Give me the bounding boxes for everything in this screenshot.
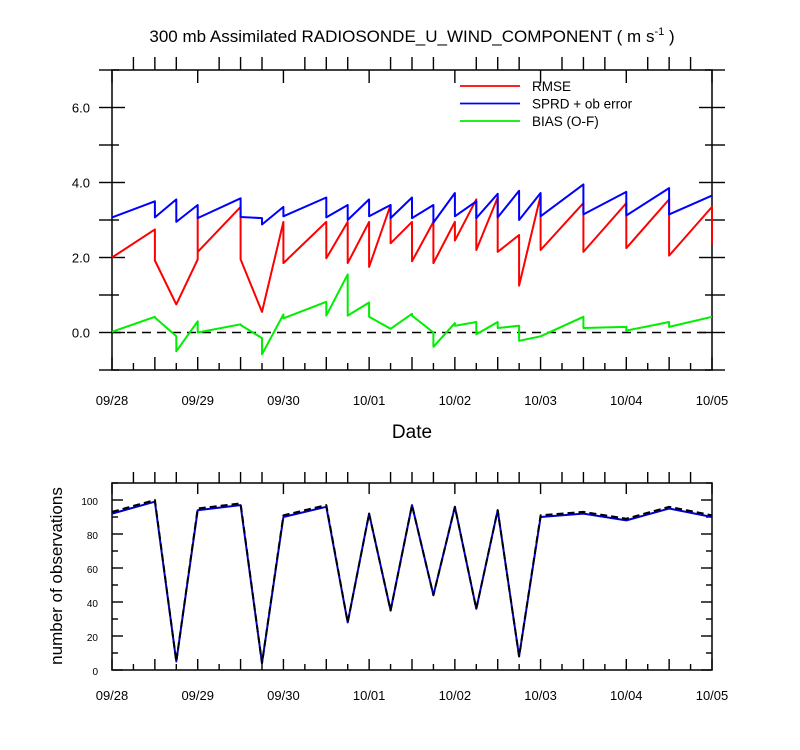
x-tick-label: 09/29 [181, 393, 214, 408]
legend-label-bias-o-f: BIAS (O-F) [532, 114, 599, 129]
y-tick-label: 20 [87, 633, 99, 644]
bottom-panel: 09/28 09/29 09/30 10/01 10/02 10/03 10/04 10/05… [47, 472, 728, 703]
chart-title: 300 mb Assimilated RADIOSONDE_U_WIND_COM… [149, 26, 674, 46]
bottom-series [111, 499, 713, 665]
y-tick-label: 6.0 [72, 101, 90, 116]
x-tick-label: 10/02 [439, 688, 472, 703]
y-tick-label: 100 [81, 497, 98, 508]
series-line-sprd-ob-error [111, 183, 713, 226]
x-tick-label: 10/04 [610, 393, 643, 408]
x-tick-label: 09/29 [181, 688, 214, 703]
x-tick-label: 10/01 [353, 393, 386, 408]
chart-title-superscript: -1 [654, 26, 664, 38]
top-x-axis-label: Date [392, 422, 432, 443]
chart-title-end: ) [664, 27, 674, 46]
top-legend: RMSE SPRD + ob error BIAS (O-F) [460, 79, 633, 129]
bottom-y-axis-label: number of observations [47, 487, 66, 665]
bottom-plot-frame [111, 482, 713, 671]
top-ticks: 09/28 09/29 09/30 10/01 10/02 10/03 10/04 10/05… [72, 57, 728, 408]
x-tick-label: 09/28 [96, 688, 129, 703]
x-tick-label: 10/04 [610, 688, 643, 703]
y-tick-label: 60 [87, 565, 99, 576]
x-tick-label: 09/30 [267, 393, 300, 408]
y-tick-label: 0 [92, 667, 98, 678]
y-tick-label: 80 [87, 531, 99, 542]
top-panel: 09/28 09/29 09/30 10/01 10/02 10/03 10/04 10/05… [72, 57, 728, 443]
series-line-observations-used [111, 500, 713, 665]
y-tick-label: 0.0 [72, 326, 90, 341]
y-tick-label: 40 [87, 599, 99, 610]
x-tick-label: 10/03 [524, 688, 557, 703]
y-tick-label: 2.0 [72, 251, 90, 266]
chart-title-main: 300 mb Assimilated RADIOSONDE_U_WIND_COM… [149, 27, 654, 46]
top-series [111, 183, 713, 356]
x-tick-label: 09/30 [267, 688, 300, 703]
x-tick-label: 10/05 [696, 688, 729, 703]
legend-label-rmse: RMSE [532, 79, 571, 94]
legend-label-sprd-ob-error: SPRD + ob error [532, 97, 633, 112]
x-tick-label: 10/03 [524, 393, 557, 408]
y-tick-label: 4.0 [72, 176, 90, 191]
x-tick-label: 10/02 [439, 393, 472, 408]
bottom-ticks: 09/28 09/29 09/30 10/01 10/02 10/03 10/04 10/05… [81, 472, 728, 703]
x-tick-label: 10/05 [696, 393, 729, 408]
x-tick-label: 10/01 [353, 688, 386, 703]
series-line-observations-possible [111, 499, 713, 665]
x-tick-label: 09/28 [96, 393, 129, 408]
top-plot-frame [111, 69, 713, 371]
series-line-bias-o-f [111, 273, 713, 356]
